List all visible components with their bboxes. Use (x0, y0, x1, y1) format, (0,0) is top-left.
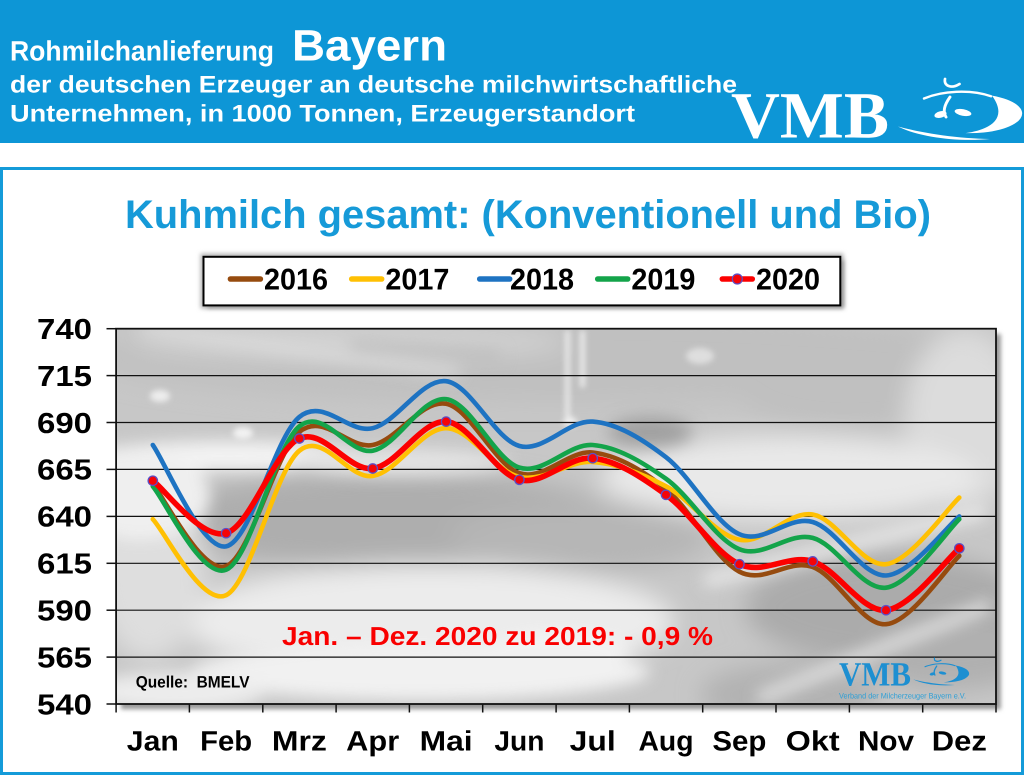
svg-text:2016: 2016 (264, 264, 328, 297)
svg-text:640: 640 (37, 502, 92, 534)
svg-text:2018: 2018 (510, 264, 574, 297)
svg-text:Jun: Jun (494, 726, 544, 757)
svg-text:Feb: Feb (200, 726, 252, 757)
svg-text:Unternehmen, in 1000 Tonnen, E: Unternehmen, in 1000 Tonnen, Erzeugersta… (10, 101, 635, 128)
svg-text:Aug: Aug (639, 726, 694, 757)
svg-text:2020: 2020 (756, 264, 820, 297)
svg-text:Quelle: BMELV: Quelle: BMELV (136, 674, 250, 692)
svg-text:Okt: Okt (786, 726, 840, 757)
svg-text:Mrz: Mrz (272, 726, 327, 757)
svg-text:565: 565 (37, 642, 92, 674)
svg-text:VMB: VMB (839, 656, 911, 693)
svg-text:615: 615 (37, 549, 92, 581)
svg-text:Mai: Mai (420, 726, 473, 757)
svg-text:der deutschen Erzeuger an deut: der deutschen Erzeuger an deutsche milch… (10, 72, 737, 99)
svg-text:Apr: Apr (346, 726, 399, 757)
svg-text:740: 740 (37, 314, 92, 346)
svg-text:715: 715 (37, 361, 92, 393)
svg-text:Dez: Dez (932, 726, 987, 757)
svg-text:Jan. – Dez. 2020 zu 2019: - 0,: Jan. – Dez. 2020 zu 2019: - 0,9 % (282, 621, 713, 651)
svg-text:Sep: Sep (712, 726, 766, 757)
svg-text:Kuhmilch gesamt: (Konventionel: Kuhmilch gesamt: (Konventionell und Bio) (125, 193, 931, 237)
svg-text:540: 540 (37, 689, 92, 721)
svg-text:590: 590 (37, 596, 92, 628)
svg-text:Jul: Jul (570, 726, 616, 757)
svg-text:Jan: Jan (127, 726, 179, 757)
svg-text:Bayern: Bayern (292, 22, 447, 71)
svg-text:2017: 2017 (385, 264, 449, 297)
svg-text:VMB: VMB (731, 80, 889, 153)
svg-text:Nov: Nov (858, 726, 914, 757)
svg-text:Rohmilchanlieferung: Rohmilchanlieferung (10, 36, 274, 67)
svg-text:665: 665 (37, 455, 92, 487)
svg-text:2019: 2019 (631, 264, 695, 297)
svg-text:690: 690 (37, 408, 92, 440)
svg-text:Verband der Milcherzeuger Baye: Verband der Milcherzeuger Bayern e.V. (839, 692, 966, 701)
